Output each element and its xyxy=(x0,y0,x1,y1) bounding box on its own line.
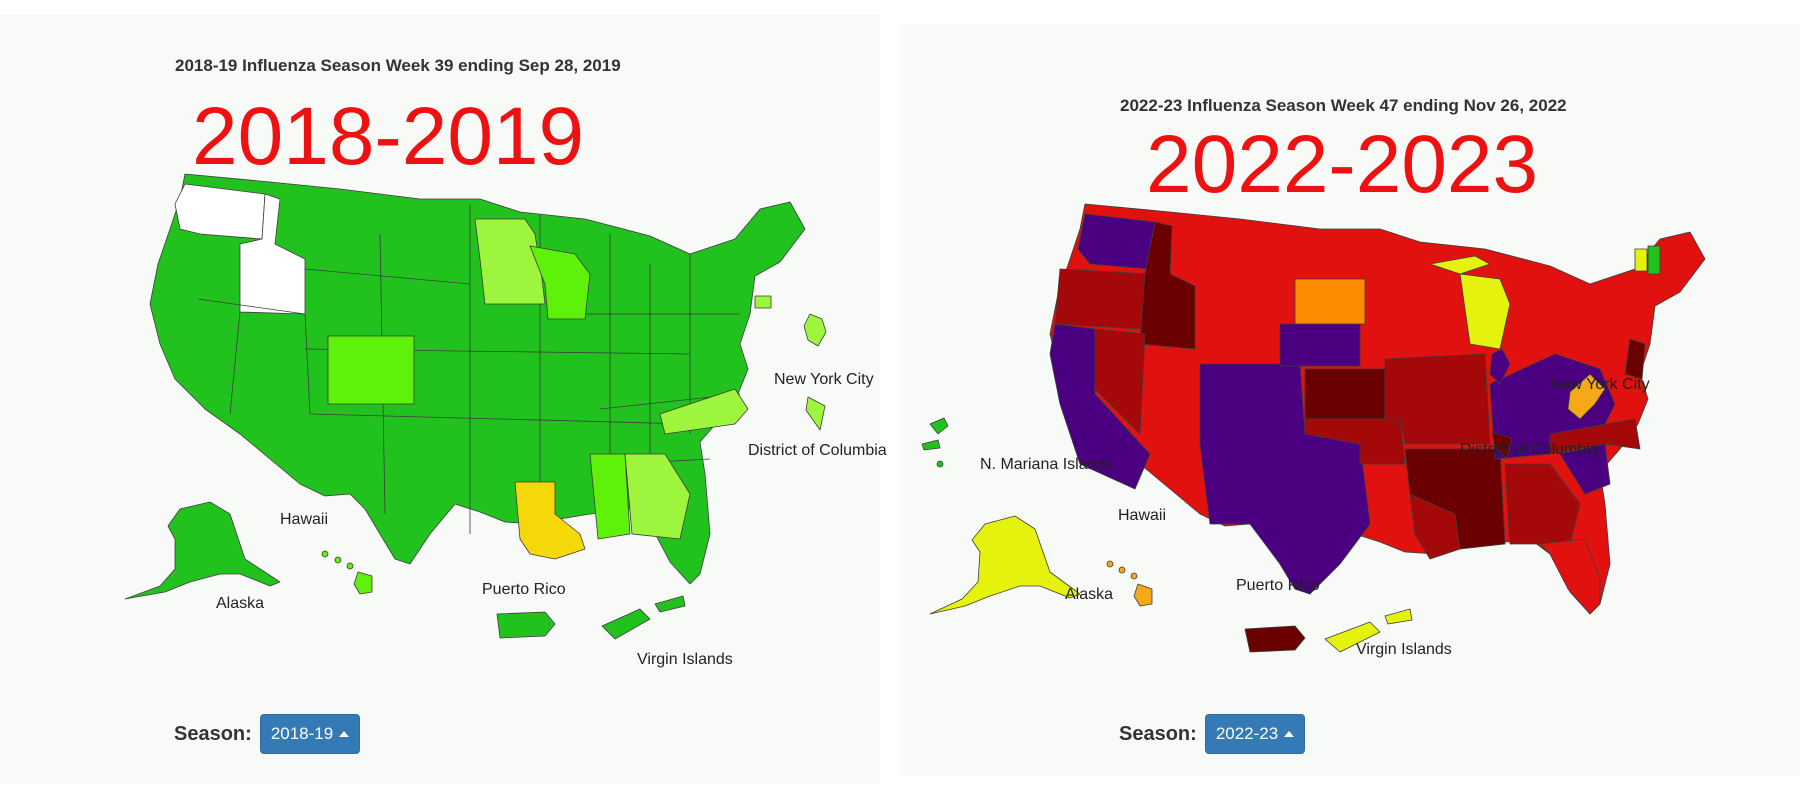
label-virgin-islands: Virgin Islands xyxy=(637,651,733,668)
label-dc: District of Columbia xyxy=(1460,441,1599,458)
label-dc: District of Columbia xyxy=(748,442,887,459)
label-hawaii: Hawaii xyxy=(1118,507,1166,524)
region-connecticut xyxy=(754,295,772,309)
flu-activity-map: New York City District of Columbia N. Ma… xyxy=(921,203,1706,658)
region-louisiana xyxy=(1409,493,1461,560)
region-missouri-illinois xyxy=(1384,353,1491,445)
label-puerto-rico: Puerto Rico xyxy=(482,581,566,598)
label-hawaii: Hawaii xyxy=(280,511,328,528)
region-dc-inset xyxy=(1491,431,1513,460)
region-alaska xyxy=(929,515,1081,615)
map-title: 2018-19 Influenza Season Week 39 ending … xyxy=(175,56,621,75)
region-hawaii xyxy=(321,550,373,595)
region-washington xyxy=(174,183,266,240)
region-dc-inset xyxy=(805,396,826,431)
region-louisiana xyxy=(514,481,586,560)
season-value: 2018-19 xyxy=(270,724,334,743)
season-label: Season: xyxy=(1119,722,1197,745)
region-north-carolina xyxy=(1549,418,1641,455)
label-nyc: New York City xyxy=(1550,376,1650,393)
region-west-virginia xyxy=(1567,373,1606,420)
region-florida xyxy=(1539,538,1601,615)
region-alaska xyxy=(124,501,281,600)
region-virgin-islands xyxy=(1324,608,1413,653)
season-selector-row: Season: 2022-23 xyxy=(1119,714,1306,754)
region-minnesota xyxy=(474,218,546,305)
region-nyc-inset xyxy=(1489,348,1511,385)
label-n-mariana: N. Mariana Islands xyxy=(980,456,1113,473)
region-colorado xyxy=(327,335,415,405)
region-nebraska xyxy=(1279,323,1361,367)
season-label: Season: xyxy=(174,722,252,745)
region-puerto-rico xyxy=(1244,625,1306,653)
season-year-overlay: 2018-2019 xyxy=(192,91,585,182)
region-oregon xyxy=(1054,268,1151,330)
region-vermont xyxy=(1634,248,1648,272)
region-alabama xyxy=(589,453,631,540)
region-georgia xyxy=(1504,463,1581,545)
caret-up-icon xyxy=(339,731,350,737)
region-nj-md xyxy=(1624,338,1646,380)
region-michigan-up xyxy=(1429,255,1491,275)
label-puerto-rico: Puerto Rico xyxy=(1236,577,1320,594)
region-idaho xyxy=(1139,221,1196,350)
season-dropdown-button[interactable]: 2018-19 xyxy=(259,714,361,754)
region-michigan xyxy=(1459,273,1511,350)
region-hawaii xyxy=(1106,560,1153,607)
region-south-carolina xyxy=(1559,443,1611,495)
region-wisconsin xyxy=(529,245,591,320)
label-virgin-islands: Virgin Islands xyxy=(1356,641,1452,658)
region-nevada xyxy=(1094,328,1146,435)
region-puerto-rico xyxy=(496,611,556,639)
region-virgin-islands xyxy=(601,595,686,640)
map-panel-2022-23: 2022-23 Influenza Season Week 47 ending … xyxy=(900,24,1800,776)
region-virginia xyxy=(659,388,749,435)
season-dropdown-button[interactable]: 2022-23 xyxy=(1204,714,1306,754)
region-new-hampshire xyxy=(1647,245,1661,275)
map-title: 2022-23 Influenza Season Week 47 ending … xyxy=(1120,96,1567,115)
caret-up-icon xyxy=(1284,731,1295,737)
label-alaska: Alaska xyxy=(1065,586,1113,603)
label-nyc: New York City xyxy=(774,371,874,388)
flu-activity-map: New York City District of Columbia Hawai… xyxy=(124,173,887,668)
region-washington xyxy=(1077,213,1156,270)
season-year-overlay: 2022-2023 xyxy=(1146,119,1539,210)
label-alaska: Alaska xyxy=(216,595,264,612)
region-nyc-inset xyxy=(803,313,827,347)
season-value: 2022-23 xyxy=(1215,724,1279,743)
season-selector-row: Season: 2018-19 xyxy=(174,714,361,754)
map-panel-2018-19: 2018-19 Influenza Season Week 39 ending … xyxy=(0,14,887,784)
region-georgia xyxy=(624,453,691,540)
region-kansas xyxy=(1304,368,1386,420)
region-south-dakota xyxy=(1294,278,1366,325)
region-n-mariana-islands xyxy=(921,417,949,468)
